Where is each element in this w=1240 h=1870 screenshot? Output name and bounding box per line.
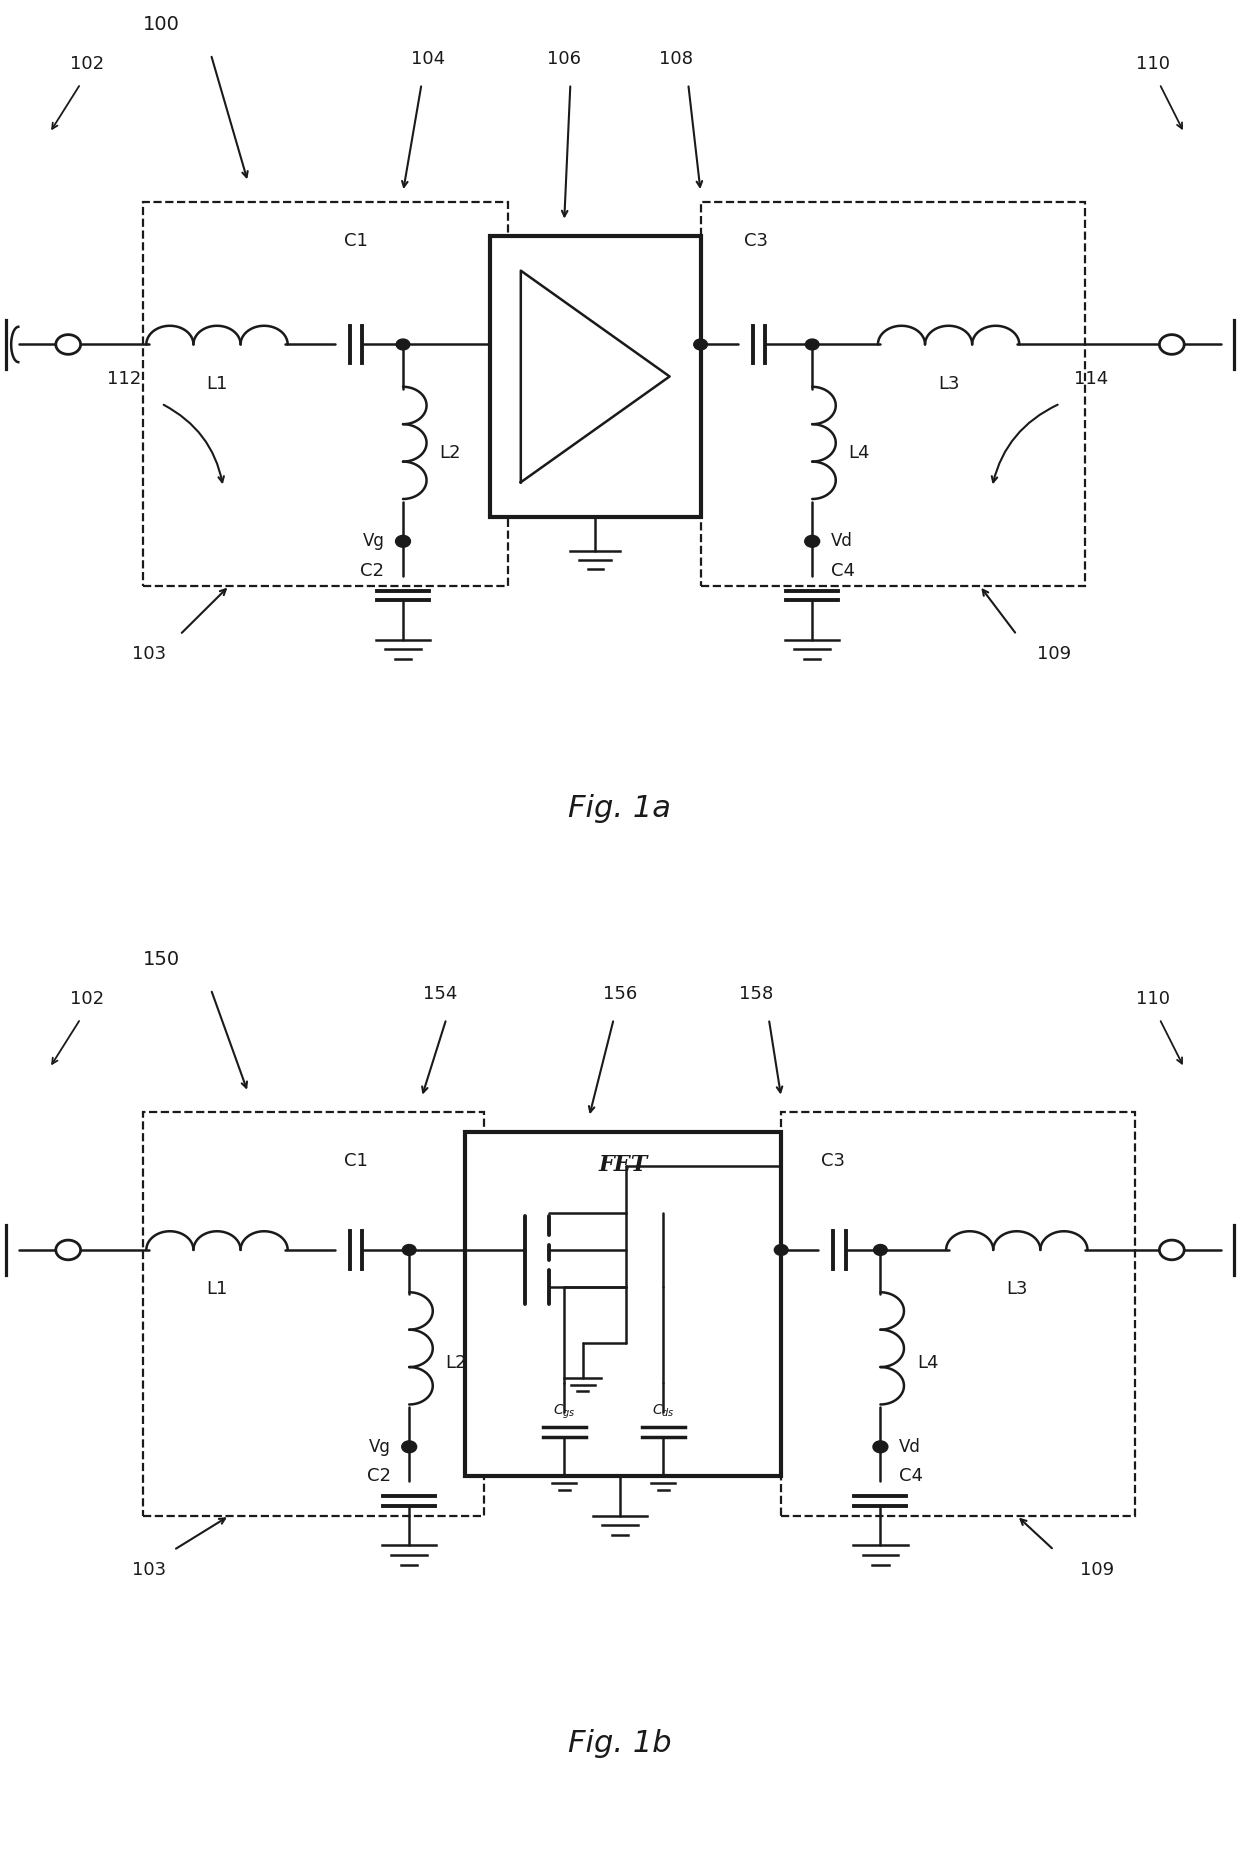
Text: $C_{ds}$: $C_{ds}$ — [652, 1402, 675, 1419]
Circle shape — [873, 1442, 888, 1453]
Text: 103: 103 — [131, 1561, 166, 1578]
Text: Vd: Vd — [899, 1438, 921, 1455]
Text: C3: C3 — [744, 232, 769, 251]
Text: 106: 106 — [547, 50, 582, 67]
Text: C3: C3 — [821, 1152, 846, 1171]
Text: FET: FET — [599, 1154, 647, 1176]
Text: $C_{gs}$: $C_{gs}$ — [553, 1402, 575, 1421]
Text: Vg: Vg — [362, 533, 384, 550]
Polygon shape — [521, 271, 670, 482]
Bar — [490, 236, 701, 516]
Text: L4: L4 — [916, 1354, 939, 1373]
Text: Fig. 1a: Fig. 1a — [568, 795, 672, 823]
Text: 108: 108 — [658, 50, 693, 67]
Text: 109: 109 — [1080, 1561, 1115, 1578]
Circle shape — [397, 338, 409, 350]
Circle shape — [774, 1245, 789, 1255]
Text: 104: 104 — [410, 50, 445, 67]
Circle shape — [396, 535, 410, 548]
Text: 150: 150 — [143, 950, 180, 969]
Circle shape — [805, 338, 818, 350]
Text: C2: C2 — [367, 1468, 391, 1485]
Text: 110: 110 — [1136, 989, 1171, 1008]
Text: L2: L2 — [445, 1354, 467, 1373]
Text: L3: L3 — [1006, 1281, 1028, 1298]
Text: L4: L4 — [848, 443, 870, 462]
Text: L2: L2 — [439, 443, 461, 462]
Text: 154: 154 — [423, 985, 458, 1002]
Bar — [701, 202, 1085, 585]
Bar — [143, 202, 508, 585]
Text: Vg: Vg — [368, 1438, 391, 1455]
Text: Vd: Vd — [831, 533, 853, 550]
Text: C1: C1 — [343, 232, 368, 251]
Text: Fig. 1b: Fig. 1b — [568, 1730, 672, 1758]
Text: 110: 110 — [1136, 54, 1171, 73]
Circle shape — [873, 1245, 888, 1255]
Text: C1: C1 — [343, 1152, 368, 1171]
Text: C4: C4 — [899, 1468, 923, 1485]
Text: L3: L3 — [937, 374, 960, 393]
Circle shape — [56, 1240, 81, 1260]
Bar — [465, 1131, 781, 1475]
Text: 103: 103 — [131, 645, 166, 664]
Text: 158: 158 — [739, 985, 774, 1002]
Circle shape — [402, 1245, 415, 1255]
Text: C4: C4 — [831, 561, 854, 580]
Bar — [781, 1113, 1135, 1517]
Text: 156: 156 — [603, 985, 637, 1002]
Text: 100: 100 — [143, 15, 180, 34]
Circle shape — [56, 335, 81, 353]
Text: 109: 109 — [1037, 645, 1071, 664]
Circle shape — [1159, 335, 1184, 353]
Circle shape — [694, 338, 707, 350]
Text: L1: L1 — [206, 1281, 228, 1298]
Text: 102: 102 — [69, 989, 104, 1008]
Text: C2: C2 — [361, 561, 384, 580]
Text: 112: 112 — [107, 370, 141, 387]
Bar — [143, 1113, 484, 1517]
Circle shape — [402, 1442, 417, 1453]
Circle shape — [805, 535, 820, 548]
Text: L1: L1 — [206, 374, 228, 393]
Circle shape — [1159, 1240, 1184, 1260]
Text: 102: 102 — [69, 54, 104, 73]
Text: 114: 114 — [1074, 370, 1109, 387]
